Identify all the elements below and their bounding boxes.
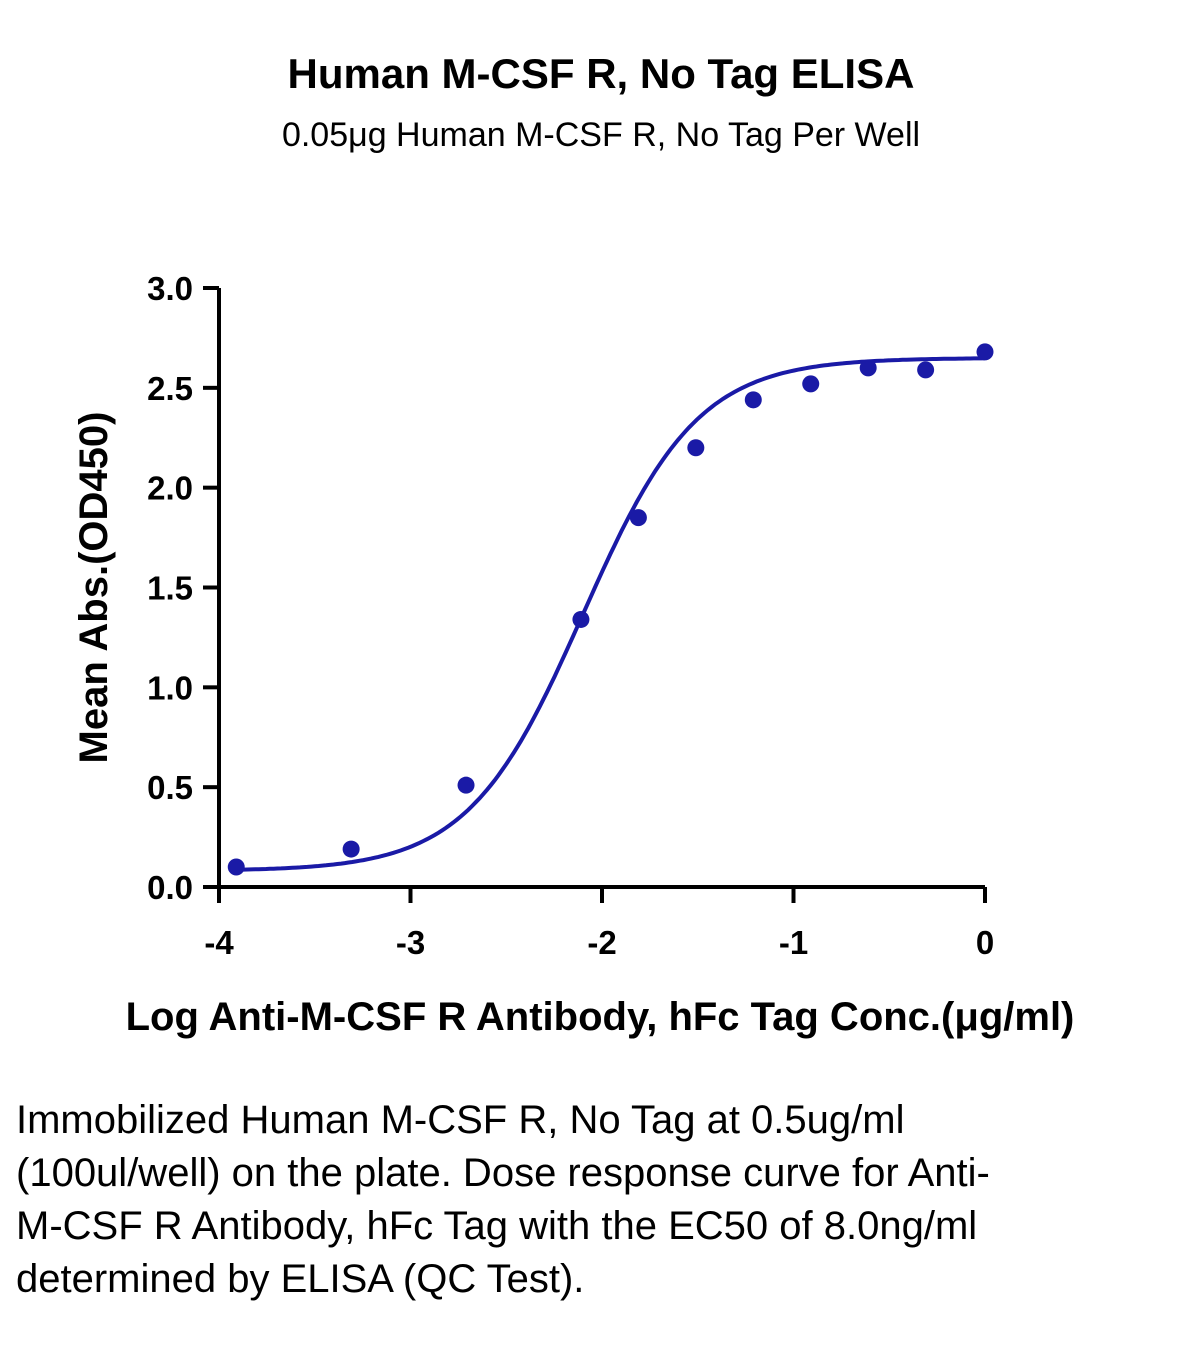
y-tick-label: 1.5 (147, 570, 193, 607)
y-tick-label: 1.0 (147, 669, 193, 706)
data-point (917, 361, 935, 379)
data-point (629, 509, 647, 527)
x-axis-title: Log Anti-M-CSF R Antibody, hFc Tag Conc.… (126, 995, 1075, 1039)
data-point (457, 776, 475, 794)
data-point (687, 439, 705, 457)
y-tick-label: 2.5 (147, 370, 193, 407)
data-point (227, 858, 245, 876)
x-tick-label: -2 (587, 924, 616, 961)
data-point (976, 343, 994, 361)
chart-subtitle: 0.05μg Human M-CSF R, No Tag Per Well (281, 116, 921, 154)
x-tick-label: 0 (976, 924, 994, 961)
caption: Immobilized Human M-CSF R, No Tag at 0.5… (16, 1098, 990, 1301)
x-tick-label: -3 (396, 924, 425, 961)
y-tick-label: 0.0 (147, 869, 193, 906)
data-point (572, 610, 590, 628)
fit-curve (236, 356, 986, 872)
y-axis-title: Mean Abs.(OD450) (72, 412, 116, 764)
chart-title: Human M-CSF R, No Tag ELISA (287, 50, 915, 97)
data-point (802, 375, 820, 393)
y-tick-label: 0.5 (147, 769, 193, 806)
y-tick-label: 3.0 (147, 270, 193, 307)
dose-response-chart: 0.0 0.5 1.0 1.5 2.0 2.5 3.0 -4 -3 -2 -1 0 Mean Abs.… (72, 270, 1075, 1039)
y-tick-label: 2.0 (147, 470, 193, 507)
data-point (744, 391, 762, 409)
data-points (227, 343, 994, 876)
x-tick-label: -4 (204, 924, 234, 961)
axes: 0.0 0.5 1.0 1.5 2.0 2.5 3.0 -4 -3 -2 -1 0 (147, 270, 994, 961)
data-point (859, 359, 877, 377)
data-point (342, 840, 360, 858)
x-tick-label: -1 (779, 924, 808, 961)
